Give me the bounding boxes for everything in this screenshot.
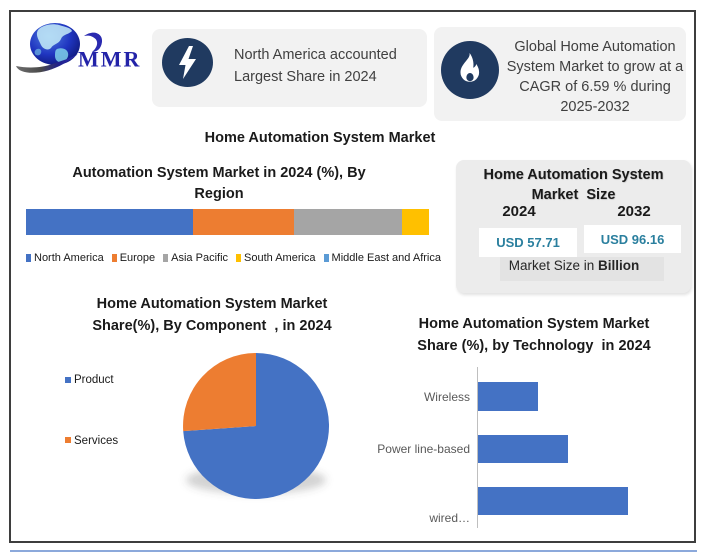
svg-text:MMR: MMR <box>78 47 141 72</box>
